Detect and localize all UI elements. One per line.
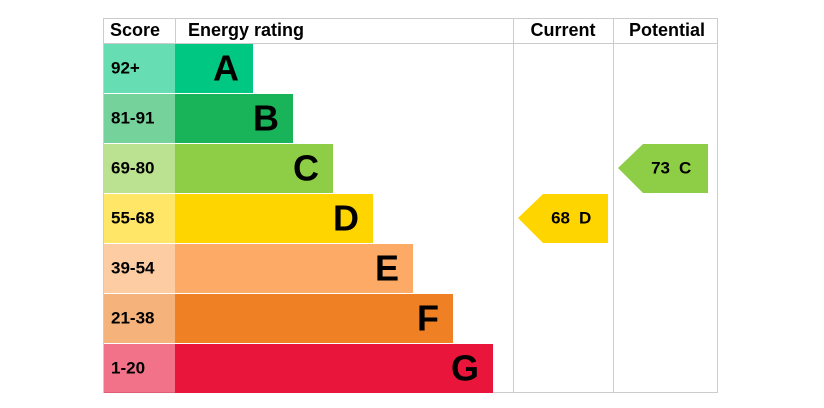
rating-letter: C [293, 148, 319, 189]
score-range: 1-20 [111, 358, 145, 377]
score-cell [104, 294, 175, 343]
score-range: 81-91 [111, 108, 154, 127]
potential-value: 73 [651, 158, 670, 177]
header-rating: Energy rating [188, 20, 304, 40]
rating-bar [175, 344, 493, 393]
rating-letter: G [451, 348, 479, 389]
rating-bar [175, 294, 453, 343]
current-value: 68 [551, 208, 570, 227]
header-score: Score [110, 20, 160, 40]
rating-bar [175, 144, 333, 193]
score-range: 55-68 [111, 208, 154, 227]
rating-letter: E [375, 248, 399, 289]
potential-arrow [618, 144, 708, 193]
score-cell [104, 94, 175, 143]
header-potential: Potential [629, 20, 705, 40]
score-range: 69-80 [111, 158, 154, 177]
potential-letter: C [679, 158, 691, 177]
score-cell [104, 344, 175, 393]
header-current: Current [530, 20, 595, 40]
score-cell [104, 244, 175, 293]
rating-letter: A [213, 48, 239, 89]
rating-bar [175, 94, 293, 143]
score-range: 39-54 [111, 258, 155, 277]
score-range: 92+ [111, 58, 140, 77]
rating-bar [175, 244, 413, 293]
current-arrow [518, 194, 608, 243]
score-cell [104, 44, 175, 93]
rating-letter: D [333, 198, 359, 239]
rating-bar [175, 44, 253, 93]
current-letter: D [579, 208, 591, 227]
rating-bar [175, 194, 373, 243]
rating-letter: B [253, 98, 279, 139]
score-cell [104, 144, 175, 193]
rating-letter: F [417, 298, 439, 339]
score-cell [104, 194, 175, 243]
score-range: 21-38 [111, 308, 154, 327]
